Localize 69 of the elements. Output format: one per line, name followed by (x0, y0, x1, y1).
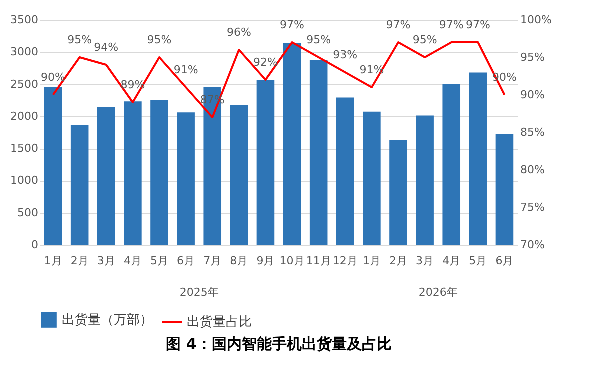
data-label: 92% (253, 56, 278, 69)
bar (124, 102, 142, 245)
legend-label: 出货量（万部） (62, 313, 153, 328)
data-label: 96% (226, 26, 252, 39)
y2-tick-label: 70% (520, 238, 545, 252)
y2-tick-label: 90% (520, 88, 545, 102)
bar (70, 125, 89, 245)
y2-tick-label: 75% (520, 201, 545, 214)
x-tick-label: 2月 (70, 254, 89, 268)
y-tick-label: 3500 (10, 14, 38, 26)
bar (416, 116, 434, 245)
data-label: 97% (280, 18, 305, 32)
x-tick-label: 4月 (124, 254, 142, 268)
bar (230, 106, 248, 245)
bar (150, 100, 168, 245)
text: 2025年 (180, 286, 219, 299)
y-tick-label: 2000 (10, 110, 38, 123)
data-label: 94% (94, 41, 119, 54)
x-tick-label: 2月 (390, 254, 408, 268)
data-label: 97% (466, 18, 490, 32)
x-tick-label: 5月 (150, 254, 168, 268)
bar (390, 140, 408, 245)
bar (97, 107, 116, 245)
bar (256, 80, 275, 245)
x-tick-label: 1月 (44, 254, 62, 268)
data-label: 95% (306, 34, 332, 46)
x-tick-label: 7月 (204, 254, 222, 268)
y2-tick-label: 80% (520, 164, 545, 176)
bar (310, 60, 328, 245)
data-label: 95% (68, 34, 92, 46)
data-label: 95% (147, 34, 172, 46)
y-tick-label: 3000 (10, 46, 38, 59)
data-label: 97% (439, 18, 464, 32)
bar (44, 88, 62, 245)
bar (283, 43, 302, 245)
legend-label: 出货量占比 (187, 315, 252, 330)
x-tick-label: 3月 (416, 254, 434, 268)
y-tick-label: 500 (18, 206, 38, 220)
y2-tick-label: 95% (520, 51, 545, 64)
text: 图 4：国内智能手机出货量及占比 (166, 335, 392, 353)
data-label: 95% (412, 34, 438, 46)
x-tick-label: 6月 (177, 254, 196, 268)
text: 2026年 (418, 286, 458, 299)
data-label: 97% (386, 18, 411, 32)
x-tick-label: 5月 (469, 254, 488, 268)
bar (469, 72, 488, 245)
bar (336, 98, 354, 245)
data-label: 93% (333, 48, 358, 62)
y-tick-label: 0 (32, 238, 38, 252)
y-tick-label: 1000 (10, 174, 38, 188)
x-tick-label: 8月 (230, 254, 248, 268)
x-tick-label: 1月 (362, 254, 381, 268)
data-label: 91% (174, 64, 198, 76)
y2-tick-label: 85% (520, 126, 545, 139)
y-tick-label: 1500 (10, 142, 38, 156)
bar (496, 134, 514, 245)
bar (363, 112, 381, 245)
x-tick-label: 10月 (280, 254, 305, 268)
y2-tick-label: 100% (520, 14, 552, 26)
y-tick-label: 2500 (10, 78, 38, 91)
x-tick-label: 3月 (97, 254, 116, 268)
x-tick-label: 9月 (256, 254, 275, 268)
x-tick-label: 6月 (496, 254, 514, 268)
data-label: 90% (41, 71, 66, 84)
bar (442, 84, 461, 245)
bar (177, 112, 195, 245)
x-tick-label: 11月 (306, 254, 332, 268)
x-tick-label: 12月 (332, 254, 358, 268)
x-tick-label: 4月 (442, 254, 461, 268)
